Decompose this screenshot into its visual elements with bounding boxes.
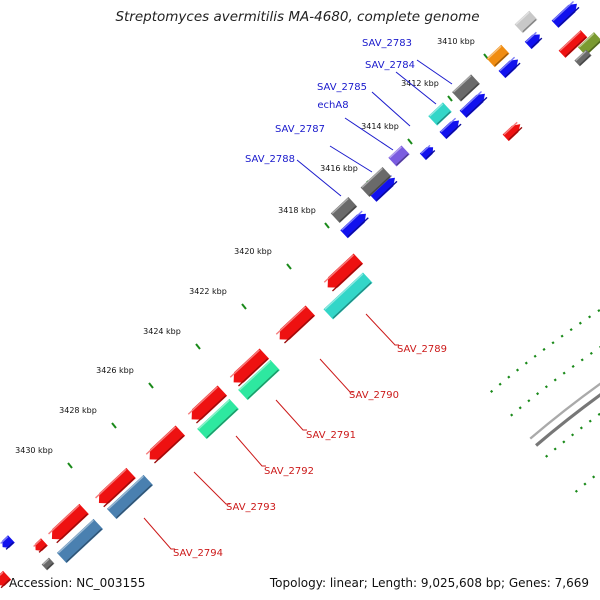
leader-line — [143, 517, 175, 550]
leader-line — [365, 313, 399, 346]
leader-line — [235, 435, 266, 467]
gene-label-sav_2790[interactable]: SAV_2790 — [349, 390, 399, 401]
gene-label-sav_2788[interactable]: SAV_2788 — [245, 154, 295, 165]
tick-mark — [447, 95, 453, 102]
genome-backbone — [529, 382, 600, 447]
gene-feature-28[interactable] — [0, 535, 15, 550]
gene-feature-10[interactable] — [514, 10, 538, 34]
gene-feature-16[interactable] — [330, 197, 358, 223]
gene-label-sav_2791[interactable]: SAV_2791 — [306, 430, 356, 441]
gene-feature-23[interactable] — [187, 385, 228, 425]
tick-label: 3426 kbp — [96, 366, 134, 375]
gene-feature-27[interactable] — [32, 538, 48, 553]
slot-dot-ring-1 — [574, 470, 600, 493]
gene-feature-4[interactable] — [439, 117, 463, 140]
tick-mark — [241, 303, 247, 310]
gene-label-sav_2789[interactable]: SAV_2789 — [397, 344, 447, 355]
tick-label: 3412 kbp — [401, 79, 439, 88]
tick-marks: 3410 kbp 3412 kbp 3414 kbp 3416 kbp 3418 kbp… — [15, 37, 489, 469]
gene-feature-9[interactable] — [502, 121, 524, 142]
gene-feature-17[interactable] — [558, 30, 588, 58]
gene-feature-24[interactable] — [145, 425, 186, 465]
gene-feature-34[interactable] — [56, 518, 104, 564]
leader-line — [296, 159, 342, 197]
backbone-line-2 — [529, 382, 600, 440]
leader-line — [329, 145, 373, 173]
gene-feature-3[interactable] — [459, 90, 489, 118]
tick-mark — [286, 263, 292, 270]
gene-label-sav_2792[interactable]: SAV_2792 — [264, 466, 314, 477]
gene-feature-26[interactable] — [47, 503, 89, 544]
gene-feature-18[interactable] — [577, 32, 600, 56]
gene-label-echa8[interactable]: echA8 — [317, 100, 348, 111]
gene-feature-2[interactable] — [498, 56, 522, 79]
leader-line — [193, 471, 230, 505]
tick-mark — [324, 222, 330, 229]
leader-line — [344, 117, 394, 151]
gene-feature-32[interactable] — [197, 398, 239, 440]
gene-label-sav_2794[interactable]: SAV_2794 — [173, 548, 223, 559]
tick-mark — [67, 462, 73, 469]
map-title: Streptomyces avermitilis MA-4680, comple… — [115, 9, 480, 25]
tick-mark — [407, 138, 413, 145]
gene-feature-30[interactable] — [323, 272, 373, 320]
gene-feature-14[interactable] — [388, 145, 410, 167]
gene-label-sav_2783[interactable]: SAV_2783 — [362, 38, 412, 49]
gene-feature-15[interactable] — [360, 167, 392, 197]
gene-label-sav_2784[interactable]: SAV_2784 — [365, 60, 415, 71]
leader-line — [395, 71, 437, 105]
gene-label-sav_2793[interactable]: SAV_2793 — [226, 502, 276, 513]
tick-label: 3416 kbp — [320, 164, 358, 173]
gene-label-sav_2785[interactable]: SAV_2785 — [317, 82, 367, 93]
tick-mark — [195, 343, 201, 350]
leader-line — [416, 59, 453, 85]
tick-mark — [148, 382, 154, 389]
tick-label: 3418 kbp — [278, 206, 316, 215]
tick-mark — [111, 422, 117, 429]
gene-feature-8[interactable] — [551, 0, 581, 28]
gene-feature-19[interactable] — [574, 49, 592, 67]
tick-label: 3422 kbp — [189, 287, 227, 296]
gene-feature-20[interactable] — [323, 253, 364, 293]
gene-label-sav_2787[interactable]: SAV_2787 — [275, 124, 325, 135]
genome-summary: Topology: linear; Length: 9,025,608 bp; … — [269, 576, 589, 590]
slot-dot-ring-3 — [510, 346, 600, 417]
gene-feature-11[interactable] — [486, 44, 510, 68]
gene-feature-5[interactable] — [419, 144, 436, 161]
tick-label: 3424 kbp — [143, 327, 181, 336]
gene-feature-22[interactable] — [229, 348, 270, 388]
gene-feature-1[interactable] — [524, 31, 544, 50]
leader-line — [319, 358, 354, 393]
gene-feature-35[interactable] — [41, 557, 55, 571]
slot-dot-ring-4 — [490, 308, 600, 393]
leader-line — [371, 91, 411, 127]
gene-feature-12[interactable] — [452, 74, 480, 102]
gene-feature-29[interactable] — [0, 570, 12, 589]
tick-label: 3420 kbp — [234, 247, 272, 256]
gene-feature-25[interactable] — [94, 467, 136, 508]
accession-label: Accession: NC_003155 — [9, 576, 146, 590]
gene-feature-13[interactable] — [428, 102, 452, 126]
gene-feature-31[interactable] — [238, 359, 280, 401]
tick-label: 3410 kbp — [437, 37, 475, 46]
gene-feature-7[interactable] — [340, 210, 369, 239]
gene-labels: SAV_2783 SAV_2784 SAV_2785 echA8 SAV_2787 SAV… — [173, 38, 447, 559]
tick-label: 3428 kbp — [59, 406, 97, 415]
tick-label: 3414 kbp — [361, 122, 399, 131]
gene-feature-21[interactable] — [275, 305, 316, 345]
tick-label: 3430 kbp — [15, 446, 53, 455]
label-leaders — [143, 59, 453, 550]
feature-slot-dots — [490, 308, 600, 493]
gene-feature-33[interactable] — [106, 474, 154, 520]
leader-line — [275, 399, 307, 431]
